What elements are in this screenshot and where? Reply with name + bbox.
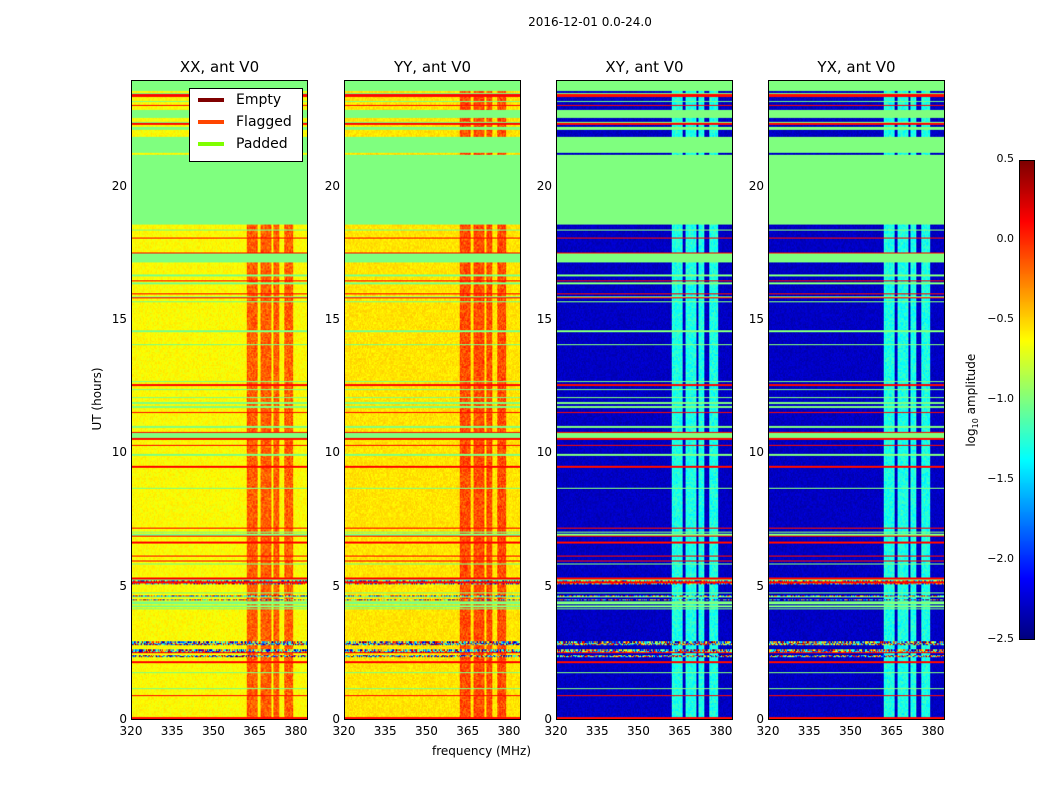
x-tick-label: 320 bbox=[332, 724, 356, 738]
x-tick-label: 380 bbox=[921, 724, 945, 738]
x-tick-label: 380 bbox=[497, 724, 521, 738]
heatmap-image bbox=[345, 81, 520, 719]
y-tick-label: 5 bbox=[756, 578, 764, 593]
x-tick-label: 320 bbox=[544, 724, 568, 738]
colorbar-tick-label: −1.5 bbox=[987, 472, 1014, 485]
y-tick-label: 15 bbox=[324, 312, 340, 326]
colorbar-tick-label: −2.5 bbox=[987, 632, 1014, 645]
x-tick-label: 320 bbox=[756, 724, 780, 738]
x-tick-label: 335 bbox=[160, 724, 184, 738]
x-tick-label: 365 bbox=[243, 724, 267, 738]
y-tick-label: 20 bbox=[324, 178, 340, 193]
colorbar bbox=[1019, 160, 1035, 640]
y-tick-label: 15 bbox=[536, 312, 552, 326]
y-tick-label: 0 bbox=[332, 712, 340, 726]
x-tick-label: 320 bbox=[119, 724, 143, 738]
panel-title: XY, ant V0 bbox=[605, 58, 684, 76]
y-tick-label: 0 bbox=[119, 712, 127, 726]
legend-entry-flagged: Flagged bbox=[198, 114, 292, 130]
colorbar-tick-label: −0.5 bbox=[987, 312, 1014, 325]
heatmap-panel bbox=[768, 80, 945, 720]
x-tick-label: 365 bbox=[880, 724, 904, 738]
figure-title: 2016-12-01 0.0-24.0 bbox=[528, 15, 652, 29]
x-tick-label: 350 bbox=[839, 724, 862, 738]
y-tick-label: 10 bbox=[324, 445, 340, 460]
colorbar-tick-label: −2.0 bbox=[987, 552, 1014, 565]
y-tick-label: 5 bbox=[332, 578, 340, 593]
legend-swatch bbox=[198, 98, 224, 102]
x-tick-label: 335 bbox=[585, 724, 609, 738]
y-tick-label: 20 bbox=[536, 178, 552, 193]
x-tick-label: 350 bbox=[627, 724, 650, 738]
panel-title: XX, ant V0 bbox=[179, 58, 260, 76]
x-tick-label: 365 bbox=[668, 724, 692, 738]
y-axis-label: UT (hours) bbox=[90, 367, 104, 431]
y-tick-label: 10 bbox=[536, 445, 552, 460]
x-axis-label: frequency (MHz) bbox=[432, 744, 532, 758]
y-tick-label: 5 bbox=[119, 578, 127, 593]
y-tick-label: 0 bbox=[544, 712, 552, 726]
legend-entry-padded: Padded bbox=[198, 136, 288, 152]
legend-swatch bbox=[198, 142, 224, 146]
legend-entry-empty: Empty bbox=[198, 92, 281, 108]
legend-swatch bbox=[198, 120, 224, 124]
x-tick-label: 380 bbox=[709, 724, 733, 738]
x-tick-label: 335 bbox=[797, 724, 821, 738]
colorbar-label: log10 amplitude bbox=[963, 353, 981, 447]
y-tick-label: 10 bbox=[748, 445, 764, 460]
x-tick-label: 350 bbox=[415, 724, 438, 738]
y-tick-label: 20 bbox=[748, 178, 764, 193]
legend: Empty Flagged Padded bbox=[189, 88, 303, 162]
heatmap-image bbox=[769, 81, 944, 719]
x-tick-label: 365 bbox=[456, 724, 480, 738]
panel-title: YX, ant V0 bbox=[817, 58, 896, 76]
colorbar-tick-label: 0.5 bbox=[996, 152, 1015, 165]
y-tick-label: 0 bbox=[756, 712, 764, 726]
legend-label: Flagged bbox=[236, 114, 292, 130]
y-tick-label: 15 bbox=[748, 312, 764, 326]
y-tick-label: 20 bbox=[111, 178, 127, 193]
legend-label: Padded bbox=[236, 136, 288, 152]
heatmap-panel bbox=[556, 80, 733, 720]
x-tick-label: 335 bbox=[373, 724, 397, 738]
heatmap-panel bbox=[344, 80, 521, 720]
y-tick-label: 15 bbox=[111, 312, 127, 326]
y-tick-label: 5 bbox=[544, 578, 552, 593]
panel-title: YY, ant V0 bbox=[393, 58, 471, 76]
colorbar-tick-label: 0.0 bbox=[996, 232, 1015, 245]
y-tick-label: 10 bbox=[111, 445, 127, 460]
heatmap-image bbox=[132, 81, 307, 719]
heatmap-panel bbox=[131, 80, 308, 720]
x-tick-label: 350 bbox=[202, 724, 225, 738]
x-tick-label: 380 bbox=[284, 724, 308, 738]
colorbar-tick-label: −1.0 bbox=[987, 392, 1014, 405]
heatmap-image bbox=[557, 81, 732, 719]
legend-label: Empty bbox=[236, 92, 282, 108]
